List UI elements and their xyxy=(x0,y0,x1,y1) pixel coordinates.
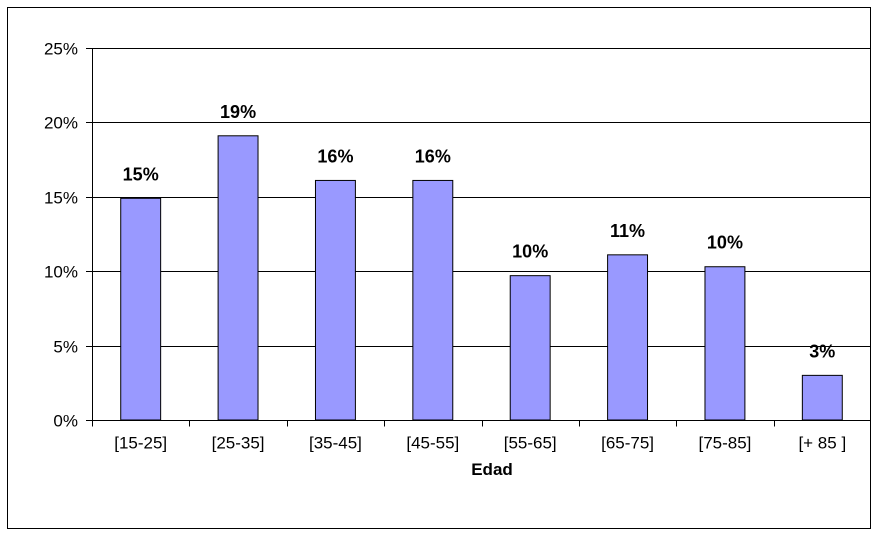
data-label: 16% xyxy=(415,146,451,166)
labels: 0% 5% 10% 15% 20% 25% [15-25] 15% [25-35] 19% [35-… xyxy=(44,40,846,453)
y-tick-label: 25% xyxy=(44,40,78,59)
bar xyxy=(314,179,356,421)
x-tick-label: [75-85] xyxy=(698,434,751,453)
bars xyxy=(120,135,843,421)
data-label: 10% xyxy=(707,233,743,253)
y-tick-label: 5% xyxy=(53,338,78,357)
data-label: 16% xyxy=(317,146,353,166)
y-tick-label: 20% xyxy=(44,114,78,133)
x-tick-label: [15-25] xyxy=(114,434,167,453)
x-tick-label: [35-45] xyxy=(309,434,362,453)
bar xyxy=(120,197,162,421)
bar xyxy=(509,275,551,421)
y-tick-label: 15% xyxy=(44,189,78,208)
axes xyxy=(86,48,871,427)
x-tick-label: [55-65] xyxy=(504,434,557,453)
data-label: 19% xyxy=(220,102,256,122)
bar xyxy=(412,179,454,421)
data-label: 10% xyxy=(512,242,548,262)
data-label: 11% xyxy=(610,221,645,241)
bar xyxy=(801,374,843,421)
y-tick-label: 10% xyxy=(44,263,78,282)
x-tick-label: [45-55] xyxy=(406,434,459,453)
bar xyxy=(217,135,259,421)
x-tick-label: [65-75] xyxy=(601,434,654,453)
data-label: 15% xyxy=(123,164,159,184)
y-tick-label: 0% xyxy=(53,412,78,431)
data-label: 3% xyxy=(809,341,835,361)
x-axis-title: Edad xyxy=(471,460,513,479)
x-tick-label: [+ 85 ] xyxy=(798,434,846,453)
bar xyxy=(607,254,649,421)
x-tick-label: [25-35] xyxy=(212,434,265,453)
bar xyxy=(704,266,746,421)
